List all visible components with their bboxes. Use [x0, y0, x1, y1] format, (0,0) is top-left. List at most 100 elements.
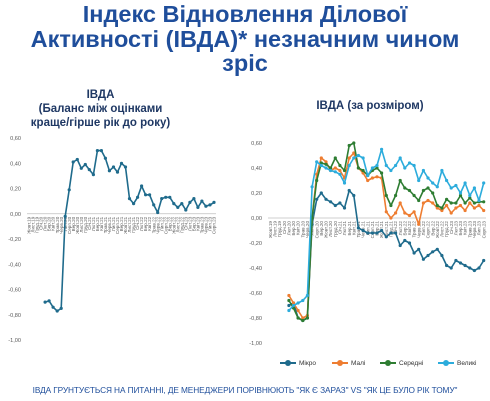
- right-x-tick-label: Лист.22: [440, 221, 445, 237]
- right-data-point-medium: [384, 193, 388, 198]
- right-data-point-small: [463, 208, 467, 213]
- left-x-tick-label: Жовт.21: [123, 216, 128, 234]
- left-x-tick-label: Лист.22: [175, 216, 180, 232]
- right-data-point-micro: [333, 203, 337, 208]
- left-x-tick-label: Серп.22: [163, 216, 168, 234]
- right-x-tick-label: Жовт.19: [268, 221, 273, 239]
- right-data-point-large: [426, 176, 430, 180]
- right-data-point-micro: [361, 228, 365, 233]
- right-x-tick-label: Черв.22: [416, 221, 421, 238]
- left-data-point-index: [71, 160, 75, 164]
- left-x-tick-label: Жовт.20: [75, 216, 80, 234]
- right-chart-title-line: ІВДА (за розміром): [316, 100, 424, 112]
- right-data-point-small: [389, 216, 393, 220]
- right-data-point-large: [287, 308, 291, 313]
- right-data-point-medium: [305, 316, 309, 320]
- left-data-point-index: [79, 166, 83, 170]
- left-data-point-index: [188, 200, 192, 204]
- right-data-point-large: [482, 181, 486, 185]
- right-data-point-medium: [417, 198, 421, 203]
- right-y-tick-label: 0,60: [251, 141, 262, 147]
- right-data-point-small: [407, 213, 412, 218]
- left-x-tick-label: Лип.23: [208, 216, 213, 231]
- right-data-point-small: [287, 293, 291, 298]
- right-data-point-large: [356, 153, 360, 158]
- right-data-point-small: [324, 160, 328, 164]
- right-data-point-large: [389, 168, 393, 173]
- legend-item-micro: Мікро: [280, 357, 316, 369]
- right-data-point-micro: [319, 191, 323, 195]
- right-data-point-medium: [454, 201, 458, 205]
- left-data-point-index: [168, 195, 172, 199]
- left-x-tick-label: Черв.23: [204, 216, 209, 233]
- right-data-point-micro: [315, 197, 319, 201]
- right-x-tick-label: Бер.21: [347, 221, 352, 236]
- right-data-point-medium: [458, 193, 463, 198]
- right-data-point-medium: [440, 206, 444, 210]
- left-data-point-index: [123, 165, 128, 169]
- left-x-tick-label: Трав.20: [55, 216, 60, 233]
- left-data-point-index: [83, 162, 87, 167]
- right-data-point-micro: [287, 303, 291, 308]
- right-data-point-small: [296, 308, 300, 313]
- right-data-point-micro: [445, 263, 449, 268]
- right-data-point-medium: [380, 171, 384, 175]
- right-x-tick-label: Лип.21: [365, 221, 370, 236]
- right-y-tick-label: -0,20: [249, 241, 262, 247]
- right-data-point-large: [338, 172, 342, 176]
- left-x-tick-label: Лист.20: [79, 216, 84, 232]
- left-data-point-index: [95, 149, 99, 153]
- right-data-point-micro: [407, 241, 412, 245]
- right-data-point-large: [449, 186, 453, 190]
- left-x-tick-label: Груд.22: [179, 216, 184, 232]
- left-data-point-index: [160, 197, 164, 201]
- right-data-point-micro: [394, 231, 398, 235]
- left-x-tick-label: Січ.23: [183, 216, 188, 230]
- left-data-point-index: [119, 161, 124, 165]
- left-data-point-index: [148, 193, 152, 197]
- right-x-tick-label: Квіт.21: [351, 221, 356, 236]
- right-data-point-small: [431, 201, 435, 205]
- right-data-point-micro: [375, 231, 379, 235]
- right-data-point-large: [398, 156, 402, 160]
- right-data-point-medium: [301, 318, 305, 323]
- left-chart-title-line: ІВДА: [86, 89, 115, 101]
- right-data-point-small: [338, 168, 342, 173]
- right-data-point-micro: [380, 228, 384, 233]
- left-data-point-index: [67, 188, 71, 192]
- page-title: Індекс Відновлення Ділової Активності (І…: [0, 2, 490, 76]
- right-data-point-small: [319, 156, 323, 160]
- left-data-point-index: [103, 156, 107, 160]
- right-x-tick-label: Лип.23: [477, 221, 482, 236]
- left-x-tick-label: Квіт.23: [196, 216, 201, 231]
- right-data-point-micro: [435, 247, 439, 251]
- left-data-point-index: [156, 210, 160, 215]
- right-data-point-micro: [463, 263, 467, 268]
- right-data-point-large: [463, 181, 467, 185]
- right-x-tick-label: Жовт.22: [435, 221, 440, 239]
- legend-label: Великі: [457, 359, 477, 367]
- right-x-tick-label: Квіт.23: [463, 221, 468, 236]
- right-data-point-medium: [361, 168, 365, 173]
- right-data-point-small: [370, 176, 374, 180]
- left-data-point-index: [107, 169, 111, 173]
- left-data-point-index: [132, 202, 136, 206]
- left-x-tick-label: Січ.21: [87, 216, 92, 230]
- right-x-tick-label: Бер.20: [291, 221, 296, 236]
- right-data-point-medium: [426, 186, 430, 190]
- right-data-point-large: [440, 168, 444, 173]
- right-x-tick-label: Груд.22: [444, 221, 449, 237]
- right-data-point-medium: [338, 163, 342, 168]
- right-data-point-medium: [445, 197, 449, 201]
- left-x-tick-label: Черв.21: [107, 216, 112, 233]
- left-data-point-index: [127, 197, 132, 201]
- right-data-point-small: [421, 201, 425, 205]
- right-x-tick-label: Груд.20: [333, 221, 338, 237]
- left-y-tick-label: -1,00: [8, 338, 21, 344]
- left-data-point-index: [212, 200, 216, 204]
- right-y-tick-label: 0,40: [251, 166, 262, 172]
- left-x-tick-label: Лип.21: [111, 216, 116, 231]
- right-x-tick-label: Лют.22: [398, 221, 403, 236]
- left-x-tick-label: Трав.23: [200, 216, 205, 233]
